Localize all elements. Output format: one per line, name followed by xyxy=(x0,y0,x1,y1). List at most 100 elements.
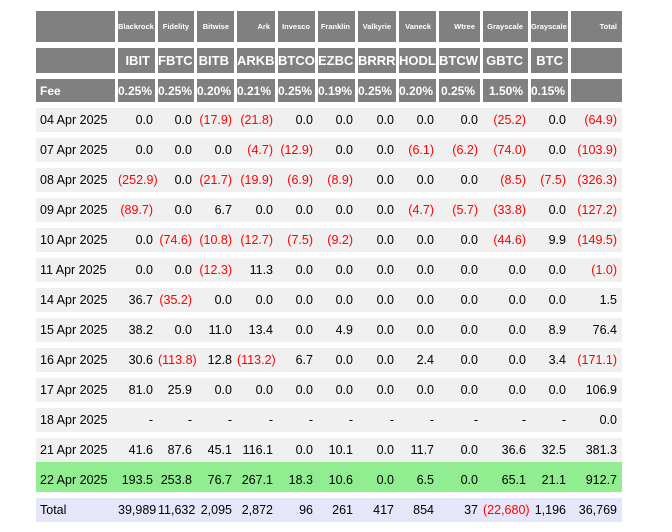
row-total-cell: 912.7 xyxy=(571,462,622,492)
value-cell: - xyxy=(483,402,531,432)
corner-cell xyxy=(36,11,118,42)
value-cell: 25.9 xyxy=(158,372,197,402)
value-cell: - xyxy=(197,402,237,432)
value-cell: 0.0 xyxy=(278,312,318,342)
ticker-header-cell: BTCW xyxy=(439,42,483,73)
value-cell: 38.2 xyxy=(118,312,158,342)
value-cell: 0.0 xyxy=(358,432,399,462)
date-cell: 16 Apr 2025 xyxy=(36,342,118,372)
value-cell: 18.3 xyxy=(278,462,318,492)
value-cell: 0.0 xyxy=(118,252,158,282)
value-cell: 0.0 xyxy=(439,102,483,132)
fee-cell: 0.25% xyxy=(158,73,197,102)
value-cell: 2.4 xyxy=(399,342,439,372)
ticker-header-cell: IBIT xyxy=(118,42,158,73)
row-total-cell: (103.9) xyxy=(571,132,622,162)
value-cell: 0.0 xyxy=(483,342,531,372)
total-value-cell: 39,989 xyxy=(118,492,158,522)
row-total-cell: (171.1) xyxy=(571,342,622,372)
value-cell: (6.2) xyxy=(439,132,483,162)
fee-cell: 0.25% xyxy=(278,73,318,102)
value-cell: 41.6 xyxy=(118,432,158,462)
value-cell: 0.0 xyxy=(358,372,399,402)
value-cell: (74.6) xyxy=(158,222,197,252)
company-header-row: Blackrock Fidelity Bitwise Ark Invesco Frankl… xyxy=(36,11,622,42)
value-cell: 0.0 xyxy=(158,252,197,282)
ticker-header-cell: BTCO xyxy=(278,42,318,73)
value-cell: 0.0 xyxy=(318,252,358,282)
value-cell: 0.0 xyxy=(318,102,358,132)
value-cell: 0.0 xyxy=(439,282,483,312)
value-cell: 193.5 xyxy=(118,462,158,492)
value-cell: (7.5) xyxy=(531,162,571,192)
date-cell: 18 Apr 2025 xyxy=(36,402,118,432)
value-cell: 36.7 xyxy=(118,282,158,312)
value-cell: (12.3) xyxy=(197,252,237,282)
value-cell: 0.0 xyxy=(358,252,399,282)
value-cell: 0.0 xyxy=(358,342,399,372)
date-row: 09 Apr 2025 (89.7) 0.0 6.7 0.0 0.0 0.0 0.0 (4.7)… xyxy=(36,192,622,222)
value-cell: 0.0 xyxy=(278,282,318,312)
value-cell: 0.0 xyxy=(158,102,197,132)
company-header-cell: Valkyrie xyxy=(358,11,399,42)
value-cell: 32.5 xyxy=(531,432,571,462)
value-cell: 10.1 xyxy=(318,432,358,462)
value-cell: (21.8) xyxy=(237,102,278,132)
date-cell: 14 Apr 2025 xyxy=(36,282,118,312)
value-cell: (113.2) xyxy=(237,342,278,372)
value-cell: 0.0 xyxy=(439,162,483,192)
value-cell: 0.0 xyxy=(531,192,571,222)
value-cell: 0.0 xyxy=(531,132,571,162)
value-cell: 0.0 xyxy=(358,222,399,252)
total-value-cell: 1,196 xyxy=(531,492,571,522)
value-cell: (17.9) xyxy=(197,102,237,132)
row-total-cell: (127.2) xyxy=(571,192,622,222)
value-cell: (12.7) xyxy=(237,222,278,252)
value-cell: 0.0 xyxy=(531,282,571,312)
value-cell: - xyxy=(237,402,278,432)
company-header-cell: Franklin xyxy=(318,11,358,42)
value-cell: - xyxy=(318,402,358,432)
value-cell: 0.0 xyxy=(278,102,318,132)
date-row: 10 Apr 2025 0.0 (74.6) (10.8) (12.7) (7.5) (9.… xyxy=(36,222,622,252)
date-cell: 08 Apr 2025 xyxy=(36,162,118,192)
value-cell: 0.0 xyxy=(439,252,483,282)
value-cell: 0.0 xyxy=(318,342,358,372)
value-cell: 0.0 xyxy=(318,132,358,162)
value-cell: - xyxy=(531,402,571,432)
value-cell: 0.0 xyxy=(358,312,399,342)
date-row: 17 Apr 2025 81.0 25.9 0.0 0.0 0.0 0.0 0.0 0.0 0.0… xyxy=(36,372,622,402)
fee-cell: 0.25% xyxy=(439,73,483,102)
value-cell: 0.0 xyxy=(358,462,399,492)
value-cell: - xyxy=(439,402,483,432)
value-cell: 0.0 xyxy=(158,162,197,192)
value-cell: - xyxy=(358,402,399,432)
value-cell: (9.2) xyxy=(318,222,358,252)
date-row: 04 Apr 2025 0.0 0.0 (17.9) (21.8) 0.0 0.0 0.0 0.… xyxy=(36,102,622,132)
value-cell: 21.1 xyxy=(531,462,571,492)
value-cell: 0.0 xyxy=(439,312,483,342)
value-cell: 0.0 xyxy=(439,222,483,252)
value-cell: 0.0 xyxy=(399,252,439,282)
ticker-header-cell: BRRR xyxy=(358,42,399,73)
value-cell: 87.6 xyxy=(158,432,197,462)
company-header-cell: Vaneck xyxy=(399,11,439,42)
total-value-cell: 854 xyxy=(399,492,439,522)
date-row: 21 Apr 2025 41.6 87.6 45.1 116.1 0.0 10.1 0.0 11… xyxy=(36,432,622,462)
value-cell: (89.7) xyxy=(118,192,158,222)
value-cell: 0.0 xyxy=(531,102,571,132)
date-row: 08 Apr 2025 (252.9) 0.0 (21.7) (19.9) (6.9) (8… xyxy=(36,162,622,192)
row-total-cell: (326.3) xyxy=(571,162,622,192)
row-total-cell: 76.4 xyxy=(571,312,622,342)
ticker-header-cell: BTC xyxy=(531,42,571,73)
blank-header-cell xyxy=(571,42,622,73)
value-cell: (252.9) xyxy=(118,162,158,192)
date-cell: 15 Apr 2025 xyxy=(36,312,118,342)
value-cell: 0.0 xyxy=(118,132,158,162)
row-total-cell: 1.5 xyxy=(571,282,622,312)
value-cell: 0.0 xyxy=(118,102,158,132)
value-cell: 0.0 xyxy=(237,282,278,312)
ticker-header-row: IBIT FBTC BITB ARKB BTCO EZBC BRRR HODL BTCW GBTC… xyxy=(36,42,622,73)
value-cell: 0.0 xyxy=(318,372,358,402)
value-cell: 13.4 xyxy=(237,312,278,342)
